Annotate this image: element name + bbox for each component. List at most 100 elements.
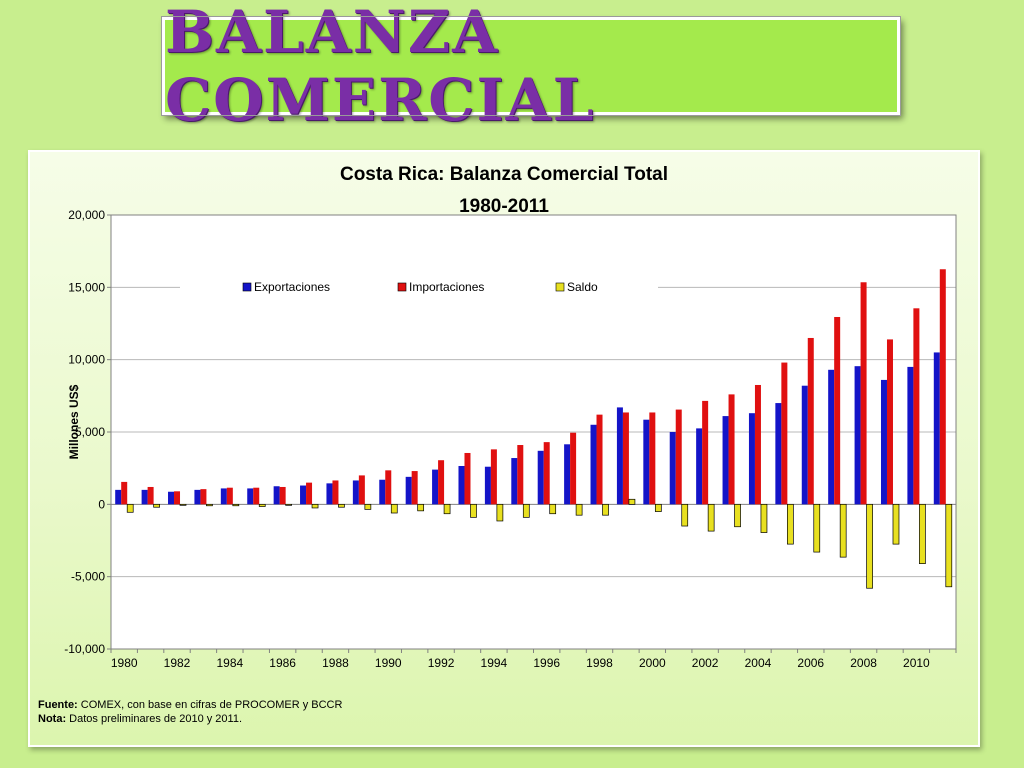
y-tick-label: 15,000 — [68, 280, 105, 294]
y-tick-label: 10,000 — [68, 353, 105, 367]
source-text: COMEX, con base en cifras de PROCOMER y … — [80, 699, 343, 711]
legend-label-1: Exportaciones — [254, 280, 330, 294]
bar-exportaciones-1995 — [511, 458, 518, 505]
bar-importaciones-2000 — [649, 412, 656, 505]
bar-importaciones-1990 — [385, 470, 392, 505]
bar-importaciones-2009 — [886, 339, 893, 505]
bar-exportaciones-1987 — [300, 485, 307, 505]
bar-importaciones-2010 — [913, 308, 920, 505]
bar-importaciones-2011 — [939, 269, 946, 505]
x-tick-label: 1992 — [428, 656, 455, 670]
y-tick-label: 5,000 — [75, 425, 105, 439]
bar-saldo-2009 — [892, 503, 900, 545]
bar-exportaciones-1983 — [194, 489, 201, 505]
bar-exportaciones-2007 — [828, 369, 835, 505]
bar-exportaciones-2011 — [933, 352, 940, 505]
x-tick-label: 1988 — [322, 656, 349, 670]
bar-importaciones-1986 — [279, 486, 286, 505]
bar-importaciones-1995 — [517, 445, 524, 505]
bar-importaciones-1994 — [490, 449, 497, 505]
bar-exportaciones-2000 — [643, 419, 650, 505]
x-tick-label: 1986 — [269, 656, 296, 670]
bar-saldo-1996 — [549, 503, 557, 515]
y-tick-label: -5,000 — [71, 570, 105, 584]
bar-saldo-1987 — [311, 503, 319, 509]
bar-importaciones-1999 — [622, 412, 629, 505]
bar-exportaciones-1999 — [616, 407, 623, 505]
x-tick-label: 1980 — [111, 656, 138, 670]
x-tick-label: 1994 — [481, 656, 508, 670]
x-tick-label: 2000 — [639, 656, 666, 670]
bar-importaciones-2007 — [834, 316, 841, 505]
bar-exportaciones-2010 — [907, 366, 914, 505]
bar-exportaciones-1996 — [537, 450, 544, 505]
chart-subtitle: 1980-2011 — [459, 196, 549, 217]
bar-exportaciones-1992 — [432, 469, 439, 505]
bar-saldo-1995 — [522, 503, 530, 518]
bar-importaciones-2002 — [702, 400, 709, 505]
bar-saldo-1986 — [285, 503, 292, 506]
legend-swatch-3 — [555, 282, 565, 292]
bar-exportaciones-1991 — [405, 476, 412, 505]
bar-importaciones-2004 — [754, 384, 761, 505]
bar-saldo-1983 — [206, 503, 213, 507]
source-note: Fuente: COMEX, con base en cifras de PRO… — [38, 698, 342, 712]
bar-saldo-1998 — [602, 503, 609, 516]
y-axis-label: Millones US$ — [67, 384, 81, 459]
bar-saldo-1989 — [364, 503, 372, 510]
bar-exportaciones-2004 — [748, 413, 755, 505]
bar-exportaciones-2006 — [801, 385, 808, 505]
bar-saldo-2011 — [945, 503, 953, 588]
bar-exportaciones-1988 — [326, 483, 333, 505]
legend-label-3: Saldo — [567, 280, 598, 294]
x-tick-label: 2010 — [903, 656, 930, 670]
plot-border — [110, 214, 957, 650]
bar-exportaciones-1980 — [115, 489, 122, 505]
bar-saldo-2003 — [734, 503, 741, 528]
bar-importaciones-1980 — [121, 481, 128, 505]
bar-saldo-2008 — [866, 503, 873, 589]
chart-notes: Fuente: COMEX, con base en cifras de PRO… — [38, 698, 342, 726]
legend-background — [180, 274, 658, 296]
y-tick-label: -10,000 — [64, 642, 105, 656]
bar-saldo-1999 — [628, 498, 636, 505]
bar-importaciones-1988 — [332, 480, 339, 505]
title-banner: BALANZA COMERCIAL — [161, 0, 901, 134]
bar-exportaciones-1986 — [273, 486, 280, 505]
bar-saldo-1982 — [179, 503, 187, 506]
bar-saldo-1981 — [153, 503, 160, 508]
bar-saldo-2000 — [654, 503, 662, 512]
bar-importaciones-2006 — [807, 337, 814, 505]
x-tick-label: 2008 — [850, 656, 877, 670]
bar-exportaciones-2003 — [722, 416, 729, 505]
bar-importaciones-1987 — [306, 482, 313, 505]
bar-exportaciones-1993 — [458, 465, 465, 505]
bar-saldo-2005 — [787, 503, 794, 545]
x-tick-label: 1998 — [586, 656, 613, 670]
bar-exportaciones-1994 — [484, 466, 491, 505]
x-tick-label: 2006 — [797, 656, 824, 670]
bar-exportaciones-2008 — [854, 366, 861, 505]
bar-importaciones-1981 — [147, 486, 154, 505]
bar-importaciones-2008 — [860, 282, 867, 505]
bar-saldo-1985 — [258, 503, 266, 507]
bar-importaciones-1983 — [200, 489, 207, 505]
y-tick-label: 20,000 — [68, 208, 105, 222]
bar-saldo-2010 — [919, 503, 926, 564]
x-tick-label: 1984 — [216, 656, 243, 670]
x-tick-label: 2002 — [692, 656, 719, 670]
bar-importaciones-1996 — [543, 442, 550, 505]
bar-exportaciones-2009 — [880, 379, 887, 505]
bar-saldo-1993 — [470, 503, 477, 518]
bar-saldo-1992 — [443, 503, 451, 515]
bar-saldo-1991 — [417, 503, 425, 512]
bar-saldo-2002 — [707, 503, 715, 532]
bar-importaciones-1982 — [174, 491, 181, 505]
bar-exportaciones-1998 — [590, 424, 597, 505]
bar-importaciones-1989 — [358, 475, 365, 505]
bar-saldo-1997 — [575, 503, 583, 516]
bar-exportaciones-1984 — [220, 488, 227, 505]
bar-importaciones-1997 — [570, 432, 577, 505]
bar-importaciones-2005 — [781, 362, 788, 505]
y-tick-label: 0 — [98, 497, 105, 511]
